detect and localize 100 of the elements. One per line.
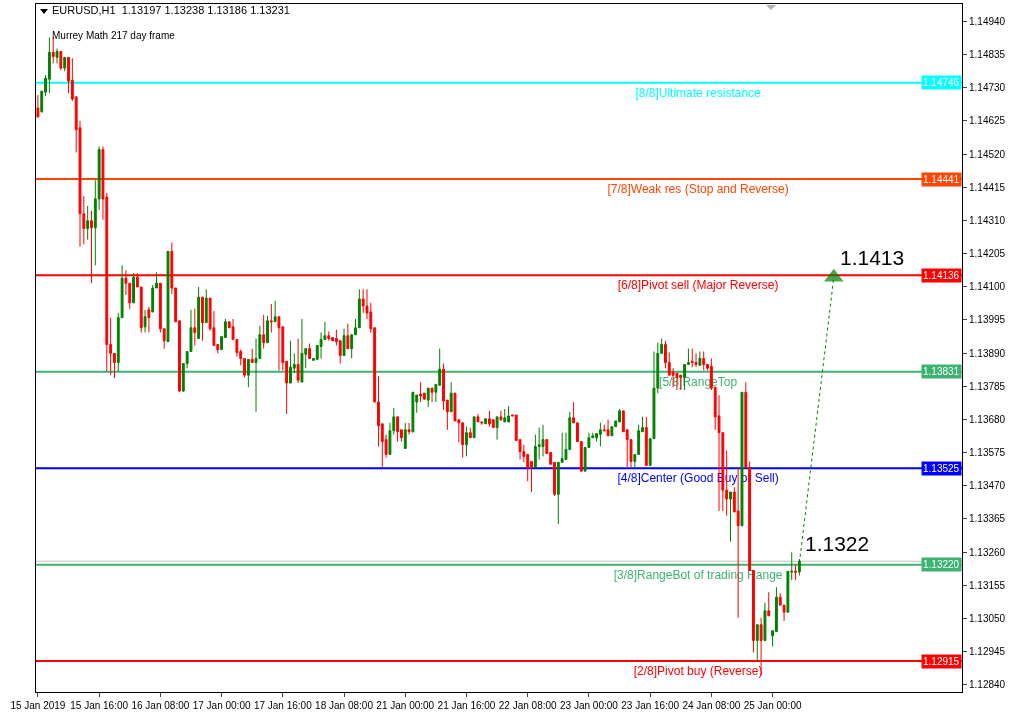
candlestick [63,56,67,72]
candlestick [488,410,491,428]
candlestick [468,427,472,439]
x-tick-label: 17 Jan 00:00 [192,700,251,711]
y-tick-label: 1.14310 [969,214,1006,226]
y-tick-label: 1.13890 [969,347,1006,359]
candlestick [296,338,300,384]
candlestick [250,348,254,364]
candlestick [476,413,480,423]
candlestick [407,422,411,436]
annotation: 1.14746 [923,77,960,88]
candlestick [503,408,507,423]
candlestick [266,315,269,344]
candlestick [690,348,694,368]
candlestick [204,288,208,324]
candlestick [729,491,732,543]
candlestick [598,422,602,448]
candlestick [644,416,648,467]
candlestick [327,331,331,342]
candlestick [602,424,606,432]
candlestick [465,426,468,457]
annotation: 1.14441 [923,174,960,185]
y-tick-label: 1.13995 [969,314,1006,326]
y-tick-label: 1.13050 [969,612,1006,624]
x-tick-label: 22 Jan 08:00 [498,700,558,711]
y-tick-label: 1.13680 [969,413,1006,425]
candlestick [277,316,281,371]
x-tick-label: 15 Jan 16:00 [70,700,129,711]
candlestick [606,419,610,437]
candlestick [269,303,273,334]
candlestick [59,50,63,71]
y-tick-label: 1.13575 [969,447,1006,459]
candlestick [300,318,304,383]
candlestick [495,416,499,441]
ref-line-label: [7/8]Weak res (Stop and Reverse) [607,182,789,196]
y-tick-label: 1.13260 [969,546,1006,558]
x-tick-label: 21 Jan 00:00 [376,700,435,711]
candlestick [403,422,407,449]
annotation: 1.14136 [923,270,960,281]
candlestick [702,350,706,371]
y-tick-label: 1.13470 [969,480,1006,492]
y-tick-label: 1.14625 [969,115,1006,127]
annotation: 1.13220 [923,559,960,570]
y-tick-label: 1.14520 [969,148,1006,160]
x-tick-label: 21 Jan 16:00 [437,700,496,711]
y-tick-label: 1.13155 [969,579,1006,591]
candlestick [472,416,476,439]
candlestick [166,250,170,343]
candlestick [484,418,488,425]
candlestick [262,314,266,350]
candlestick [419,381,422,403]
x-tick-label: 18 Jan 08:00 [315,700,374,711]
ref-line-label: [8/8]Ultimate resistance [635,85,762,100]
candlestick [396,416,400,442]
candlestick [794,563,797,581]
x-tick-label: 17 Jan 16:00 [253,700,313,711]
candlestick [289,340,292,384]
candlestick [541,424,545,457]
candlestick [346,323,350,350]
candlestick [763,602,767,642]
candlestick [193,308,197,346]
x-tick-label: 16 Jan 08:00 [131,700,190,711]
x-tick-label: 25 Jan 00:00 [743,700,802,711]
y-tick-label: 1.13365 [969,513,1006,525]
annotation: 1.13831 [923,366,960,377]
y-tick-label: 1.12945 [969,646,1006,658]
candlestick [55,48,59,64]
candlestick [201,296,204,342]
candlestick [308,343,312,359]
annotation: 1.13525 [923,463,960,474]
candlestick [411,391,415,434]
candlestick [147,306,151,334]
annotation: 1.1322 [805,532,870,555]
candlestick [430,387,434,403]
y-tick-label: 1.14415 [969,181,1006,193]
candlestick [698,350,702,366]
candlestick [273,300,277,323]
candlestick [143,309,147,334]
y-tick-label: 1.14205 [969,248,1006,260]
y-tick-label: 1.12840 [969,679,1006,691]
text: Murrey Math 217 day frame [52,29,176,41]
candlestick [618,408,621,423]
annotation: 1.12915 [923,656,960,667]
annotation: 1.1413 [840,246,905,269]
candlestick [767,591,771,617]
candlestick [47,36,51,94]
candlestick [132,272,136,304]
candlestick [507,405,510,423]
y-tick-label: 1.13785 [969,380,1006,392]
x-tick-label: 23 Jan 00:00 [560,700,619,711]
candlestick [342,328,346,357]
candlestick [426,387,430,408]
ref-line-label: [6/8]Pivot sell (Major Reverse) [617,278,779,293]
candlestick [461,422,465,459]
candlestick [755,624,759,661]
y-tick-label: 1.14100 [969,281,1006,293]
candlestick [499,410,503,422]
candlestick [246,358,250,388]
candlestick [197,286,201,340]
y-tick-label: 1.14940 [969,15,1006,27]
